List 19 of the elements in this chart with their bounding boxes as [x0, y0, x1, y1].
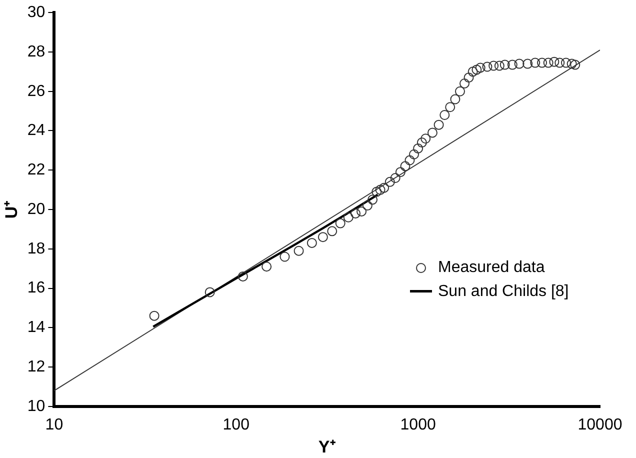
x-tick-label: 1000 [400, 416, 436, 434]
y-tick-label: 20 [27, 200, 46, 218]
y-tick-label: 22 [27, 162, 46, 179]
y-axis-title: U⁺ [2, 200, 21, 219]
y-tick-label: 16 [27, 280, 46, 297]
y-tick-label: 14 [27, 319, 46, 336]
y-tick-label: 26 [27, 82, 46, 100]
x-tick-label: 10000 [578, 416, 622, 434]
x-axis-title: Y⁺ [318, 437, 336, 456]
y-tick-label: 30 [27, 4, 46, 22]
y-tick-label: 28 [27, 43, 46, 60]
y-tick-label: 24 [27, 122, 46, 140]
x-tick-label: 10 [45, 416, 64, 434]
legend-label: Sun and Childs [8] [438, 283, 569, 301]
x-tick-label: 100 [222, 416, 250, 434]
y-tick-label: 10 [27, 398, 46, 415]
y-tick-label: 18 [27, 240, 46, 258]
y-tick-label: 12 [27, 358, 46, 376]
legend-label: Measured data [438, 259, 545, 277]
